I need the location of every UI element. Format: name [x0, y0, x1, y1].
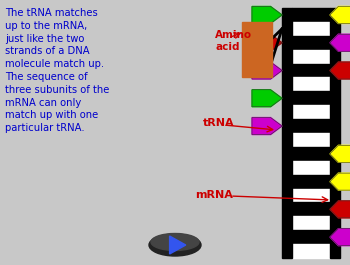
Text: mRNA: mRNA: [195, 190, 233, 200]
Bar: [292, 244, 330, 258]
Bar: [292, 202, 330, 216]
Polygon shape: [330, 62, 350, 79]
Bar: [292, 230, 330, 244]
Bar: [330, 8, 340, 258]
Bar: [292, 77, 330, 91]
Polygon shape: [330, 229, 350, 246]
Bar: [292, 91, 330, 105]
Ellipse shape: [149, 234, 201, 256]
Bar: [292, 133, 330, 147]
Bar: [292, 64, 330, 77]
Ellipse shape: [151, 233, 199, 250]
Polygon shape: [330, 201, 350, 218]
Bar: [292, 105, 330, 119]
Text: The tRNA matches
up to the mRNA,
just like the two
strands of a DNA
molecule mat: The tRNA matches up to the mRNA, just li…: [5, 8, 109, 133]
Polygon shape: [252, 34, 282, 51]
Bar: [292, 175, 330, 189]
Bar: [292, 36, 330, 50]
Polygon shape: [170, 236, 186, 254]
Bar: [282, 8, 292, 258]
Polygon shape: [252, 90, 282, 107]
Bar: [292, 8, 330, 22]
Bar: [292, 22, 330, 36]
Polygon shape: [330, 6, 350, 23]
Polygon shape: [252, 62, 282, 79]
Polygon shape: [252, 6, 282, 23]
Polygon shape: [330, 34, 350, 51]
Polygon shape: [330, 145, 350, 162]
Bar: [292, 119, 330, 133]
Text: Amino
acid: Amino acid: [215, 30, 252, 52]
Bar: [292, 147, 330, 161]
Bar: [292, 189, 330, 202]
Bar: [292, 216, 330, 230]
Polygon shape: [252, 118, 282, 135]
Bar: [292, 50, 330, 64]
Bar: [292, 161, 330, 175]
Polygon shape: [330, 173, 350, 190]
Bar: [242, 22, 272, 77]
Text: tRNA: tRNA: [203, 118, 235, 128]
